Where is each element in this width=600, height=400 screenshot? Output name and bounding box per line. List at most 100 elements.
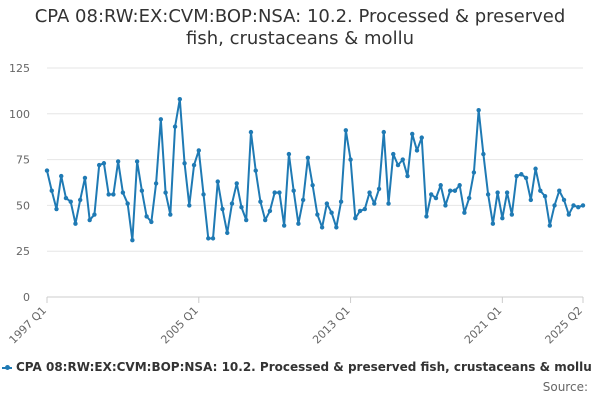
data-point[interactable] [429,192,434,197]
data-point[interactable] [96,162,102,168]
data-point[interactable] [210,236,216,241]
data-point[interactable] [514,173,519,179]
data-point[interactable] [300,197,306,203]
data-point[interactable] [490,221,496,226]
data-point[interactable] [424,214,429,219]
data-point[interactable] [87,217,92,223]
data-point[interactable] [115,159,121,164]
data-point[interactable] [414,148,420,153]
data-point[interactable] [82,175,88,181]
data-point[interactable] [438,183,443,188]
data-point[interactable] [376,186,382,192]
data-point[interactable] [239,205,244,210]
data-point[interactable] [504,190,510,195]
data-point[interactable] [495,190,500,195]
data-point[interactable] [54,206,59,212]
data-point[interactable] [267,208,273,214]
data-point[interactable] [348,157,353,162]
data-point[interactable] [253,168,258,173]
data-point[interactable] [357,208,363,214]
data-point[interactable] [391,151,396,157]
data-point[interactable] [419,135,424,140]
data-point[interactable] [201,192,206,197]
data-point[interactable] [106,192,111,197]
data-point[interactable] [542,194,548,199]
data-point[interactable] [500,216,505,221]
data-point[interactable] [149,219,154,225]
data-point[interactable] [319,225,325,230]
data-point[interactable] [125,201,130,206]
data-point[interactable] [372,201,377,206]
data-point[interactable] [362,206,368,212]
data-point[interactable] [381,129,386,135]
data-point[interactable] [172,124,178,129]
data-point[interactable] [63,195,69,201]
data-point[interactable] [215,179,220,184]
data-point[interactable] [305,155,311,160]
data-point[interactable] [248,129,254,135]
data-point[interactable] [291,188,296,193]
data-point[interactable] [244,217,249,223]
data-point[interactable] [68,199,73,204]
data-point[interactable] [538,188,543,193]
data-point[interactable] [343,128,349,133]
data-point[interactable] [367,190,372,195]
data-point[interactable] [78,197,83,203]
data-point[interactable] [229,201,235,206]
data-point[interactable] [329,210,334,215]
data-point[interactable] [433,195,439,201]
data-point[interactable] [580,203,586,208]
data-point[interactable] [561,197,567,203]
data-point[interactable] [509,212,515,217]
data-point[interactable] [410,131,415,137]
data-point[interactable] [158,117,164,122]
data-point[interactable] [353,216,358,221]
data-point[interactable] [519,172,524,177]
data-point[interactable] [571,203,576,208]
data-point[interactable] [139,188,145,193]
data-point[interactable] [168,212,173,217]
data-point[interactable] [177,96,183,102]
data-point[interactable] [225,230,230,236]
data-point[interactable] [130,238,135,243]
data-point[interactable] [182,161,187,166]
data-point[interactable] [395,162,401,168]
legend[interactable]: CPA 08:RW:EX:CVM:BOP:NSA: 10.2. Processe… [0,359,600,377]
data-point[interactable] [443,203,448,208]
data-point[interactable] [576,205,581,210]
data-point[interactable] [277,190,282,195]
data-point[interactable] [338,199,344,204]
data-point[interactable] [206,236,211,241]
data-point[interactable] [272,190,277,195]
data-point[interactable] [296,221,301,226]
data-point[interactable] [101,161,107,166]
data-point[interactable] [187,203,192,208]
data-point[interactable] [557,188,562,193]
data-point[interactable] [334,225,339,230]
data-point[interactable] [528,197,534,203]
data-point[interactable] [144,214,149,219]
data-point[interactable] [466,195,472,201]
data-point[interactable] [386,201,391,206]
data-point[interactable] [315,212,320,217]
data-point[interactable] [533,166,538,171]
data-point[interactable] [111,192,116,197]
data-point[interactable] [485,192,491,197]
data-point[interactable] [457,183,462,188]
data-point[interactable] [462,210,467,215]
data-point[interactable] [44,168,50,173]
data-point[interactable] [92,212,97,217]
data-point[interactable] [523,175,529,181]
data-point[interactable] [134,159,140,164]
data-point[interactable] [547,223,552,228]
data-point[interactable] [405,173,410,179]
data-point[interactable] [324,201,330,206]
data-point[interactable] [310,183,315,188]
data-point[interactable] [73,221,78,226]
data-point[interactable] [552,203,557,208]
data-point[interactable] [220,206,225,212]
data-point[interactable] [191,162,197,168]
data-point[interactable] [481,151,486,157]
data-point[interactable] [153,181,159,186]
data-point[interactable] [566,212,571,217]
